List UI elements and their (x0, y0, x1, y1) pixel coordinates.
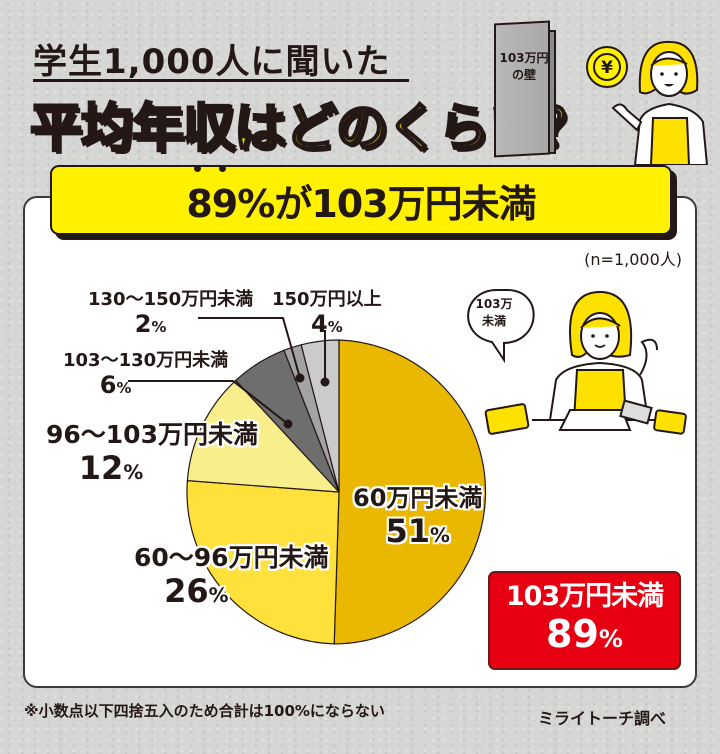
headline-banner-text: 89%が103万円未満 (186, 181, 536, 226)
notebook-icon (558, 409, 632, 431)
label-name: 96〜103万円未満 (46, 420, 258, 449)
label-pct: 2% (134, 310, 167, 338)
speech-bubble-line2: 未満 (481, 314, 506, 328)
slice-60-96 (186, 480, 340, 645)
label-pct: 12% (78, 449, 144, 487)
label-name: 150万円以上 (272, 289, 382, 310)
total-value: 89% (546, 612, 623, 656)
label-pct: 26% (164, 572, 229, 610)
label-130-150: 130〜150万円未満 2% (88, 285, 253, 340)
label-name: 60万円未満 (353, 484, 483, 512)
emphasis-dot (219, 164, 227, 172)
leader-dot (320, 377, 330, 387)
woman-at-desk-illustration (467, 289, 687, 435)
speech-bubble-line1: 103万 (475, 297, 513, 311)
label-103-130: 103〜130万円未満 6% (63, 346, 228, 401)
sample-size: (n=1,000人) (584, 250, 682, 269)
wall-label-line1: 103万円 (499, 51, 549, 65)
label-name: 103〜130万円未満 (63, 350, 229, 371)
footnote: ※小数点以下四捨五入のため合計は100%にならない (24, 702, 385, 720)
slice-96-103 (186, 379, 340, 493)
label-pct: 6% (99, 371, 132, 399)
calculator-icon (619, 399, 653, 425)
label-pct: 51% (385, 512, 450, 550)
speech-bubble (467, 289, 535, 364)
slice-150-plus (300, 339, 340, 493)
svg-text:¥: ¥ (601, 58, 613, 78)
leader-line-130-150 (198, 317, 301, 379)
source-credit: ミライトーチ調べ (538, 709, 667, 728)
label-name: 130〜150万円未満 (88, 289, 254, 310)
emphasis-dot (194, 164, 202, 172)
subtitle: 学生1,000人に聞いた (33, 42, 391, 82)
total-label: 103万円未満 (505, 581, 664, 612)
speech-bubble-text: 103万 未満 (462, 296, 526, 330)
wall-side-illustration (548, 30, 556, 154)
card-icon (484, 403, 530, 435)
label-96-103: 96〜103万円未満 12% (46, 415, 258, 490)
credit-card-icon (653, 409, 687, 435)
yen-coin-icon: ¥ (586, 46, 628, 88)
wall-label-line2: の壁 (511, 68, 536, 82)
woman-with-yen-coin-illustration: ¥ (586, 40, 709, 165)
slice-under-60 (333, 339, 487, 645)
label-under-60: 60万円未満 51% (353, 478, 482, 554)
label-name: 60〜96万円未満 (134, 543, 329, 572)
label-60-96: 60〜96万円未満 26% (134, 538, 329, 613)
subtitle-underline (33, 79, 409, 82)
leader-line-103-130 (128, 380, 289, 425)
headline-text: 89%が103万円未満 (186, 164, 537, 228)
headline-banner: 89%が103万円未満 (50, 164, 672, 235)
leader-dot (283, 419, 293, 429)
total-summary-box: 103万円未満 89% (488, 571, 681, 670)
label-pct: 4% (310, 310, 343, 338)
label-150-plus: 150万円以上 4% (272, 285, 382, 340)
wall-label: 103万円 の壁 (498, 50, 550, 84)
leader-dot (295, 373, 305, 383)
